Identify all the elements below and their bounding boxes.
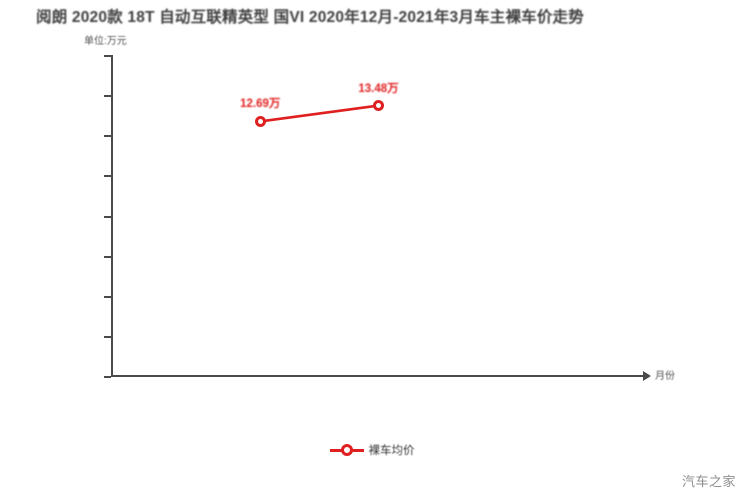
data-point-label: 13.48万 — [358, 82, 399, 95]
chart-legend: 裸车均价 — [0, 442, 744, 458]
x-axis-arrow-icon — [643, 371, 651, 381]
data-point-label: 12.69万 — [240, 98, 281, 111]
page-title: 阅朗 2020款 18T 自动互联精英型 国VI 2020年12月-2021年3… — [36, 9, 584, 26]
x-axis-label: 月份 — [655, 371, 675, 382]
y-axis-tick — [104, 95, 111, 98]
watermark: 汽车之家 — [681, 474, 736, 489]
y-axis-tick — [104, 175, 111, 178]
data-point-marker[interactable] — [254, 115, 266, 127]
y-axis-line — [111, 55, 113, 377]
legend-item-average-price[interactable]: 裸车均价 — [329, 442, 415, 458]
y-axis-tick — [104, 335, 111, 338]
y-axis-tick — [104, 295, 111, 298]
legend-item-label: 裸车均价 — [368, 445, 415, 457]
circle-marker-icon — [329, 443, 364, 457]
y-axis-tick — [104, 55, 111, 57]
y-axis-tick — [104, 135, 111, 138]
data-point-marker[interactable] — [373, 100, 384, 112]
y-axis-tick — [104, 376, 111, 378]
y-axis-tick — [104, 255, 111, 258]
y-axis-tick — [104, 215, 111, 218]
x-axis-line — [111, 375, 645, 377]
y-axis-unit-label: 单位:万元 — [84, 36, 127, 47]
